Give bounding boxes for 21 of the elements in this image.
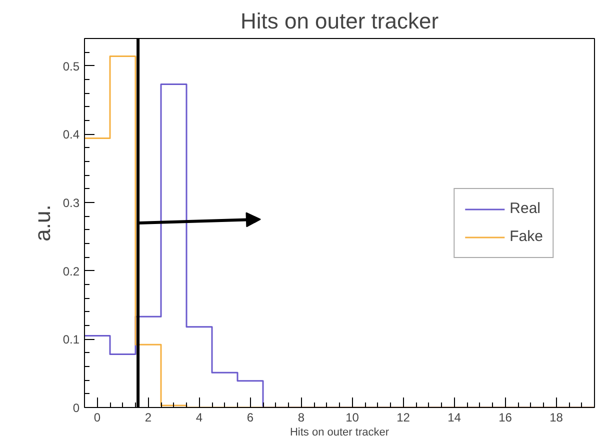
y-axis-title: a.u. (30, 204, 55, 242)
x-tick-label: 12 (396, 410, 410, 424)
x-tick-label: 4 (196, 410, 203, 424)
x-tick-label: 18 (550, 410, 564, 424)
legend-label: Real (510, 200, 540, 217)
x-tick-label: 8 (298, 410, 305, 424)
y-tick-label: 0.2 (62, 264, 80, 278)
chart-title: Hits on outer tracker (240, 8, 439, 34)
x-tick-label: 16 (498, 410, 512, 424)
legend-label: Fake (510, 228, 543, 245)
y-tick-label: 0.4 (62, 128, 80, 142)
x-axis-title: Hits on outer tracker (290, 426, 390, 438)
x-tick-label: 2 (144, 410, 152, 424)
x-tick-label: 6 (246, 410, 254, 424)
y-tick-label: 0 (72, 401, 80, 415)
x-tick-label: 10 (346, 410, 360, 424)
x-tick-label: 14 (448, 410, 462, 424)
y-tick-label: 0.1 (62, 332, 80, 347)
x-tick-label: 0 (94, 410, 101, 424)
y-tick-label: 0.5 (62, 59, 80, 74)
y-tick-label: 0.3 (62, 196, 80, 210)
